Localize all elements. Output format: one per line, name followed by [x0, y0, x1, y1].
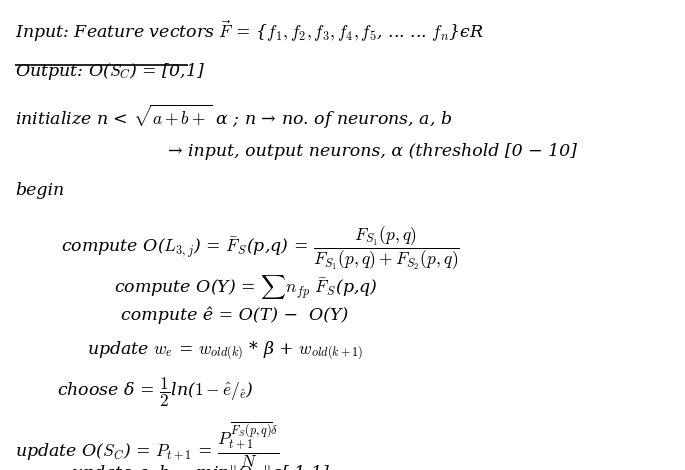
Text: choose δ = $\dfrac{1}{2}$ln($1 - \hat{e}/_{\hat{e}}$): choose δ = $\dfrac{1}{2}$ln($1 - \hat{e}…: [57, 376, 254, 409]
Text: update a, b = min$\|O_{sc}\|$ϵ[-1,1]: update a, b = min$\|O_{sc}\|$ϵ[-1,1]: [71, 463, 330, 470]
Text: begin: begin: [15, 182, 64, 199]
Text: update O($S_C$) = $P_{t+1}$ = $\dfrac{P_{t+1}^{\overline{F_S(p,q)}\delta}}{N}$: update O($S_C$) = $P_{t+1}$ = $\dfrac{P_…: [15, 420, 279, 470]
Text: initialize n < $\sqrt{a + b +}$ α ; n → no. of neurons, a, b: initialize n < $\sqrt{a + b +}$ α ; n → …: [15, 103, 452, 131]
Text: Output: O($S_C$) = [0,1]: Output: O($S_C$) = [0,1]: [15, 61, 205, 82]
Text: update $w_e$ = $w_{old(k)}$ * β + $w_{old(k+1)}$: update $w_e$ = $w_{old(k)}$ * β + $w_{ol…: [88, 340, 364, 363]
Text: compute O(Y) = $\sum n_{fp}$ $\bar{F}_S$(p,q): compute O(Y) = $\sum n_{fp}$ $\bar{F}_S$…: [114, 273, 378, 301]
Text: compute O($L_{3,j}$) = $\bar{F}_S$(p,q) = $\dfrac{F_{S_1}(p,q)}{F_{S_1}(p,q)+F_{: compute O($L_{3,j}$) = $\bar{F}_S$(p,q) …: [60, 225, 460, 272]
Text: Input: Feature vectors $\vec{F}$ = {$f_1, f_2, f_3, f_4, f_5$, ... ... $f_n$}ϵR: Input: Feature vectors $\vec{F}$ = {$f_1…: [15, 18, 484, 44]
Text: compute ê = O(T) −  O(Y): compute ê = O(T) − O(Y): [121, 306, 348, 324]
Text: → input, output neurons, α (threshold [0 − 10]: → input, output neurons, α (threshold [0…: [168, 143, 577, 160]
